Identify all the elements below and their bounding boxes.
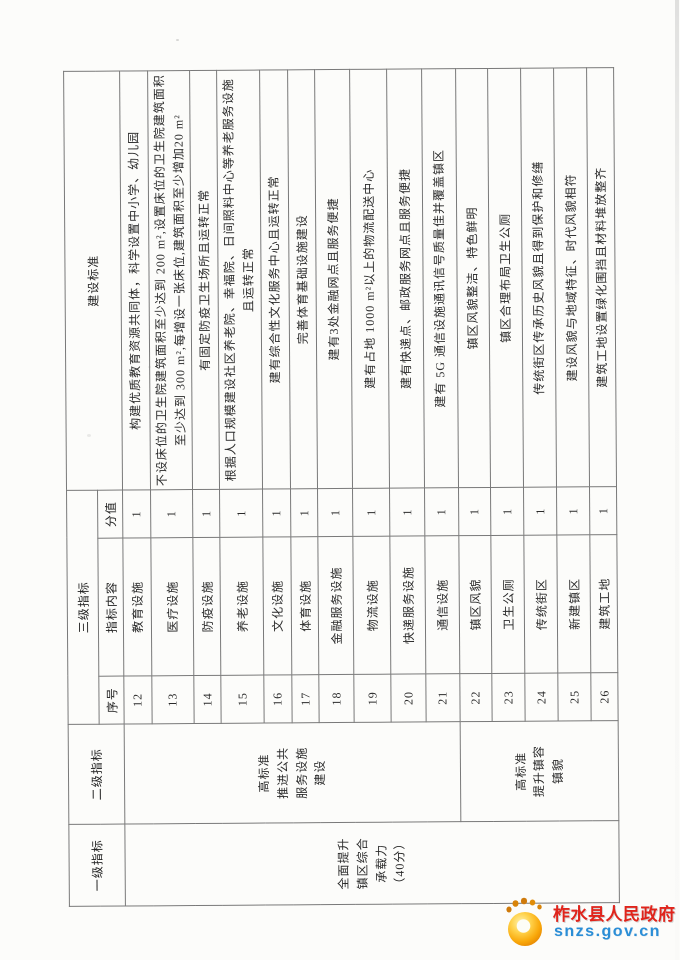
cell-no: 15 <box>220 675 265 724</box>
cell-no: 17 <box>291 674 320 723</box>
cell-no: 24 <box>524 672 559 722</box>
scan-speck <box>87 434 91 437</box>
cell-standard: 有固定防疫卫生场所且运转正常 <box>189 70 220 490</box>
cell-standard: 不设床位的卫生院建筑面积至少达到 200 m²,设置床位的卫生院建筑面积至少达到… <box>147 70 193 490</box>
cell-indicator: 金融服务设施 <box>317 536 354 675</box>
indicator-table: 一级指标 二级指标 三级指标 建设标准 序号 指标内容 分值 全面提升 镇区综合… <box>63 67 620 907</box>
cell-score: 1 <box>424 487 459 536</box>
cell-no: 20 <box>390 673 427 723</box>
indicator-table-readable: 一级指标 二级指标 三级指标 建设标准 序号 指标内容 分值 全面提升 镇区综合… <box>63 67 620 907</box>
cell-score: 1 <box>192 489 220 538</box>
cell-no: 25 <box>557 672 592 721</box>
header-level3: 三级指标 <box>66 490 100 725</box>
cell-score: 1 <box>262 488 291 538</box>
cell-no: 19 <box>353 674 392 723</box>
cell-standard: 建有3处金融网点且服务便捷 <box>314 69 353 489</box>
cell-indicator: 通信设施 <box>424 535 460 674</box>
cell-score: 1 <box>317 488 353 537</box>
scan-speck <box>148 366 151 368</box>
cell-indicator: 教育设施 <box>122 537 152 677</box>
cell-no: 21 <box>425 673 461 722</box>
cell-score: 1 <box>458 487 491 536</box>
cell-score: 1 <box>490 487 524 536</box>
cell-indicator: 防疫设施 <box>192 537 221 676</box>
cell-score: 1 <box>352 488 390 537</box>
cell-indicator: 医疗设施 <box>150 537 194 676</box>
cell-level2-group-1: 高标准 推进公共 服务设施 建设 <box>124 721 461 825</box>
header-content: 指标内容 <box>97 538 124 677</box>
cell-standard: 完善体育基础设施建设 <box>287 69 318 489</box>
cell-no: 16 <box>263 674 293 724</box>
cell-indicator: 镇区风貌 <box>458 535 492 674</box>
gov-site-name: 柞水县人民政府 <box>553 905 676 924</box>
cell-no: 13 <box>151 675 195 724</box>
cell-score: 1 <box>523 486 557 536</box>
cell-score: 1 <box>122 489 151 539</box>
cell-standard: 建筑工地设置绿化围挡且材料堆放整齐 <box>586 67 617 487</box>
cell-standard: 建设风貌与地域特征、时代风貌相符 <box>553 67 590 487</box>
cell-no: 23 <box>491 673 526 722</box>
cell-standard: 传统街区传承历史风貌且得到保护和修缮 <box>520 67 557 488</box>
cell-no: 18 <box>318 674 355 723</box>
site-watermark: 柞水县人民政府 snzs.gov.cn <box>500 892 680 954</box>
cell-standard: 构建优质教育资源共同体，科学设置中小学、幼儿园 <box>119 70 151 491</box>
cell-no: 14 <box>193 675 222 724</box>
header-level2: 二级指标 <box>68 724 125 825</box>
cell-score: 1 <box>556 486 590 535</box>
scan-edge-shadow <box>675 0 679 960</box>
cell-standard: 建有 5G 通信设施通讯信号质量佳并覆盖镇区 <box>421 68 459 488</box>
cell-indicator: 文化设施 <box>262 536 292 676</box>
cell-no: 22 <box>459 673 493 722</box>
gov-site-url: snzs.gov.cn <box>554 923 661 940</box>
cell-standard: 建有占地 1000 m²以上的物流配送中心 <box>349 69 390 489</box>
cell-standard: 建有综合性文化服务中心且运转正常 <box>259 69 291 490</box>
cell-indicator: 养老设施 <box>219 537 264 676</box>
header-level1: 一级指标 <box>68 824 126 907</box>
scan-speck <box>176 39 179 41</box>
gov-footprint-logo-icon <box>506 897 542 946</box>
cell-level2-group-2: 高标准 提升镇容 镇貌 <box>460 720 619 822</box>
header-score: 分值 <box>97 490 123 539</box>
cell-standard: 根据人口规模建设社区养老院、幸福院、日间照料中心等养老服务设施且运转正常 <box>216 70 263 490</box>
cell-indicator: 物流设施 <box>352 536 391 675</box>
cell-score: 1 <box>290 488 318 537</box>
cell-score: 1 <box>389 487 425 537</box>
cell-standard: 建有快递点、邮政服务网点且服务便捷 <box>386 68 425 489</box>
cell-standard: 镇区风貌整洁、特色鲜明 <box>455 68 491 488</box>
cell-indicator: 卫生公厕 <box>490 535 525 674</box>
cell-no: 26 <box>590 672 619 721</box>
header-standard: 建设标准 <box>63 71 123 491</box>
cell-indicator: 建筑工地 <box>589 534 618 673</box>
rotated-table-area: 一级指标 二级指标 三级指标 建设标准 序号 指标内容 分值 全面提升 镇区综合… <box>63 67 620 907</box>
cell-no: 12 <box>123 675 153 725</box>
cell-score: 1 <box>150 489 193 538</box>
cell-score: 1 <box>219 489 263 538</box>
header-serial: 序号 <box>98 676 125 725</box>
cell-standard: 镇区合理布局卫生公厕 <box>487 68 524 488</box>
cell-indicator: 传统街区 <box>523 534 558 674</box>
header-row-1: 一级指标 二级指标 三级指标 建设标准 <box>63 71 126 907</box>
cell-indicator: 新建镇区 <box>556 534 591 673</box>
cell-score: 1 <box>589 486 617 535</box>
cell-indicator: 体育设施 <box>290 536 319 675</box>
cell-indicator: 快递服务设施 <box>389 535 426 675</box>
